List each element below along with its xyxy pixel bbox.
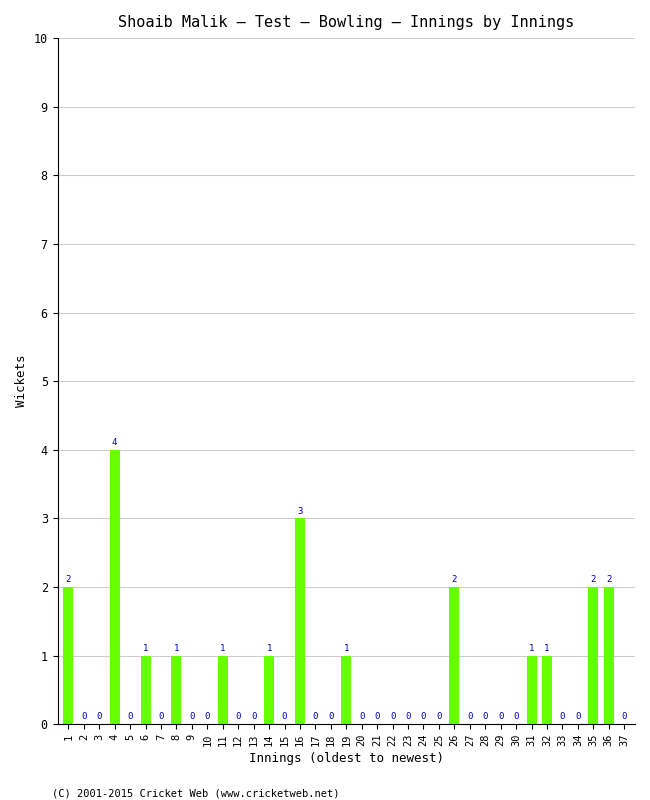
Text: 1: 1 [266, 644, 272, 653]
Text: 4: 4 [112, 438, 118, 447]
Bar [140, 656, 151, 724]
Text: 0: 0 [282, 713, 287, 722]
Text: 0: 0 [467, 713, 473, 722]
Text: 0: 0 [421, 713, 426, 722]
Text: 0: 0 [406, 713, 411, 722]
Text: 0: 0 [621, 713, 627, 722]
Bar [295, 518, 305, 724]
Text: 0: 0 [81, 713, 86, 722]
Text: 0: 0 [205, 713, 210, 722]
Text: 1: 1 [529, 644, 534, 653]
Bar [172, 656, 181, 724]
Bar [449, 587, 460, 724]
Text: 0: 0 [97, 713, 102, 722]
Text: 0: 0 [498, 713, 503, 722]
Bar [604, 587, 614, 724]
Text: 1: 1 [143, 644, 148, 653]
Bar [63, 587, 73, 724]
Bar [542, 656, 552, 724]
Text: (C) 2001-2015 Cricket Web (www.cricketweb.net): (C) 2001-2015 Cricket Web (www.cricketwe… [52, 788, 339, 798]
Text: 1: 1 [220, 644, 226, 653]
Bar [341, 656, 351, 724]
Text: 2: 2 [66, 575, 71, 584]
Text: 0: 0 [390, 713, 395, 722]
Title: Shoaib Malik – Test – Bowling – Innings by Innings: Shoaib Malik – Test – Bowling – Innings … [118, 15, 575, 30]
X-axis label: Innings (oldest to newest): Innings (oldest to newest) [249, 752, 444, 765]
Bar [588, 587, 599, 724]
Text: 0: 0 [359, 713, 365, 722]
Text: 0: 0 [374, 713, 380, 722]
Text: 0: 0 [235, 713, 241, 722]
Text: 3: 3 [297, 506, 303, 516]
Text: 2: 2 [452, 575, 457, 584]
Text: 0: 0 [251, 713, 256, 722]
Text: 0: 0 [127, 713, 133, 722]
Text: 0: 0 [482, 713, 488, 722]
Text: 2: 2 [591, 575, 596, 584]
Bar [264, 656, 274, 724]
Text: 0: 0 [575, 713, 580, 722]
Bar [218, 656, 227, 724]
Y-axis label: Wickets: Wickets [15, 355, 28, 407]
Text: 0: 0 [560, 713, 565, 722]
Text: 1: 1 [544, 644, 550, 653]
Text: 1: 1 [344, 644, 349, 653]
Text: 0: 0 [514, 713, 519, 722]
Text: 0: 0 [189, 713, 194, 722]
Bar [526, 656, 536, 724]
Text: 0: 0 [328, 713, 333, 722]
Text: 1: 1 [174, 644, 179, 653]
Text: 0: 0 [159, 713, 164, 722]
Text: 0: 0 [313, 713, 318, 722]
Text: 2: 2 [606, 575, 612, 584]
Bar [110, 450, 120, 724]
Text: 0: 0 [436, 713, 441, 722]
